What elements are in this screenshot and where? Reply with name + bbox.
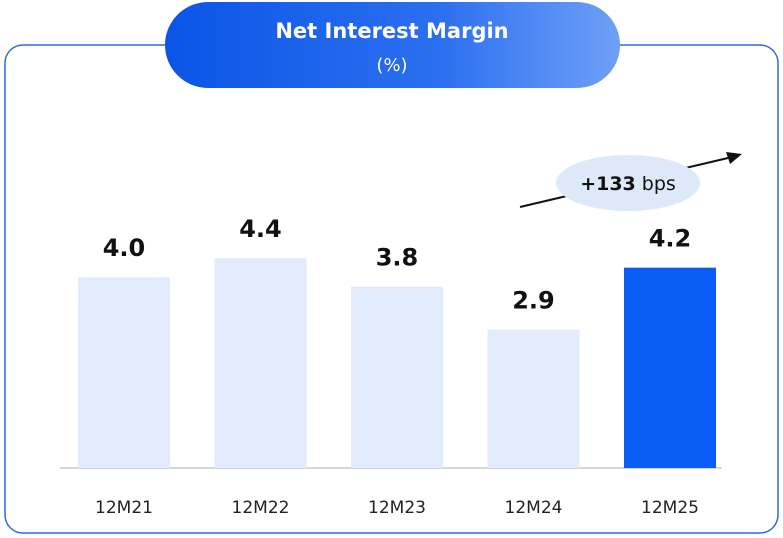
x-tick-label: 12M25 [641,498,699,518]
value-label: 2.9 [512,287,555,315]
x-tick-label: 12M21 [95,498,153,518]
value-label: 4.2 [649,225,692,253]
chart-subtitle: (%) [376,55,407,76]
value-label: 4.0 [103,234,146,262]
value-label: 3.8 [376,244,419,272]
annotation: +133 bps [580,173,676,195]
x-tick-label: 12M22 [232,498,290,518]
bar [624,267,716,468]
annotation-bubble [556,155,700,211]
title-pill [165,2,620,88]
value-label: 4.4 [239,215,282,243]
x-tick-label: 12M23 [368,498,426,518]
bar [351,286,443,468]
bar [214,258,307,468]
arrow-head [726,152,742,164]
annotation-unit: bps [642,173,676,195]
x-tick-label: 12M24 [505,498,563,518]
bar [487,329,580,468]
chart-title: Net Interest Margin [275,19,508,43]
bar [78,277,170,468]
annotation-value: +133 [580,173,636,195]
